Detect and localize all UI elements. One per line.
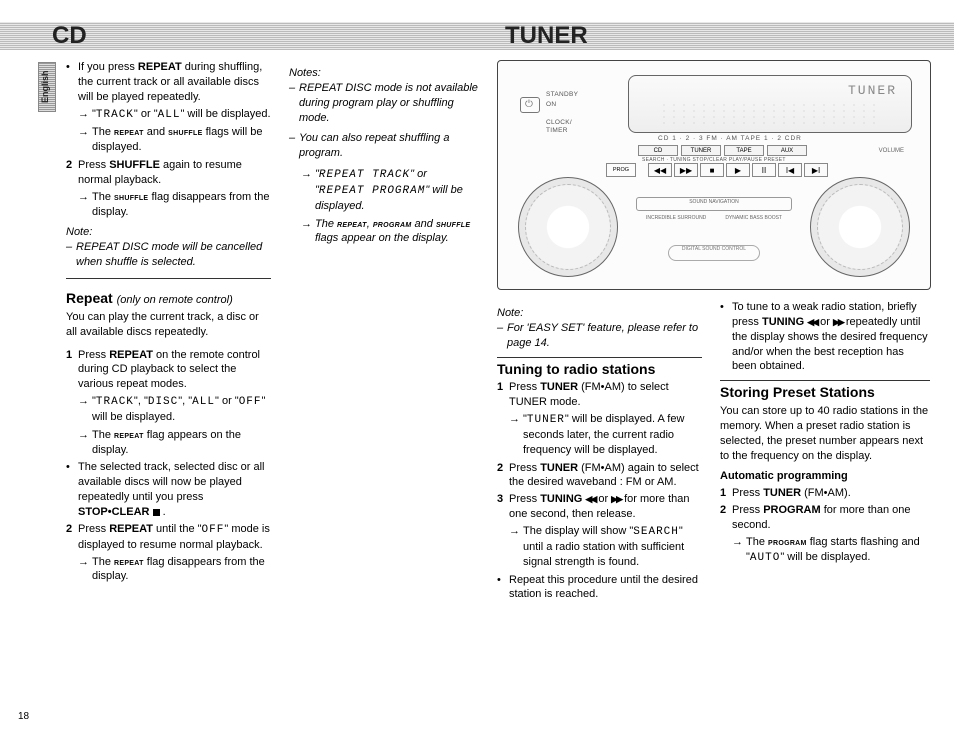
note-flags-appear: The repeat, program and shuffle flags ap… xyxy=(289,217,479,247)
weak-station-note: To tune to a weak radio station, briefly… xyxy=(720,300,930,374)
tuner-display: "TUNER" will be displayed. A few seconds… xyxy=(497,412,702,458)
tape-button: TAPE xyxy=(724,145,764,156)
storing-preset-intro: You can store up to 40 radio stations in… xyxy=(720,404,930,463)
sound-navigation-bar: SOUND NAVIGATION xyxy=(636,197,792,211)
repeat-heading: Repeat (only on remote control) xyxy=(66,285,271,308)
shuffle-display-track-all: "TRACK" or "ALL" will be displayed. xyxy=(66,107,271,123)
repeat-play-until-stop: The selected track, selected disc or all… xyxy=(66,460,271,519)
forward-icon: ▶▶ xyxy=(674,163,698,177)
column-2: Notes: REPEAT DISC mode is not available… xyxy=(289,60,479,717)
power-button-icon xyxy=(520,97,540,113)
note-label-3: Note: xyxy=(497,306,702,321)
repeat-step-1: 1Press REPEAT on the remote control duri… xyxy=(66,348,271,393)
column-3: Note: For 'EASY SET' feature, please ref… xyxy=(497,300,702,717)
standby-label: STANDBY xyxy=(546,91,578,100)
auto-programming-head: Automatic programming xyxy=(720,469,930,484)
dsc-bar: DIGITAL SOUND CONTROL xyxy=(668,245,760,261)
left-dial xyxy=(518,177,618,277)
display-spectrum xyxy=(659,102,881,124)
column-4: To tune to a weak radio station, briefly… xyxy=(720,300,930,717)
sound-nav-row: INCREDIBLE SURROUND DYNAMIC BASS BOOST xyxy=(646,215,782,222)
tuner-button: TUNER xyxy=(681,145,721,156)
tuning-step-3: 3Press TUNING or for more than one secon… xyxy=(497,492,702,522)
transport-buttons: ◀◀ ▶▶ ■ ▶ II I◀ ▶I xyxy=(648,163,828,177)
storing-preset-heading: Storing Preset Stations xyxy=(720,380,930,402)
band-labels: CD 1 · 2 · 3 FM · AM TAPE 1 · 2 CDR xyxy=(658,135,890,144)
note-label-1: Note: xyxy=(66,225,271,240)
on-label: ON xyxy=(546,101,556,110)
section-header-tuner: TUNER xyxy=(495,22,588,50)
tuning-step-2: 2Press TUNER (FM•AM) again to select the… xyxy=(497,461,702,491)
display-panel: TUNER xyxy=(628,75,912,133)
column-1: If you press REPEAT during shuffling, th… xyxy=(66,60,271,717)
repeat-tune-procedure: Repeat this procedure until the desired … xyxy=(497,573,702,603)
note-repeat-disc-na: REPEAT DISC mode is not available during… xyxy=(289,81,479,126)
right-dial xyxy=(810,177,910,277)
section-header-cd: CD xyxy=(42,22,87,50)
repeat-modes-display: "TRACK", "DISC", "ALL" or "OFF" will be … xyxy=(66,394,271,425)
notes-label: Notes: xyxy=(289,66,479,81)
auto-step-1: 1Press TUNER (FM•AM). xyxy=(720,486,930,501)
repeat-flag-gone: The repeat flag disappears from the disp… xyxy=(66,555,271,585)
repeat-step-2: 2Press REPEAT until the "OFF" mode is di… xyxy=(66,522,271,553)
pause-icon: II xyxy=(752,163,776,177)
auto-flag-display: The program flag starts flashing and "AU… xyxy=(720,535,930,566)
repeat-flag-appears: The repeat flag appears on the display. xyxy=(66,428,271,458)
next-icon: ▶I xyxy=(804,163,828,177)
source-buttons: CD TUNER TAPE AUX xyxy=(638,145,807,156)
note-repeat-shuffle-program: You can also repeat shuffling a program. xyxy=(289,131,479,161)
auto-step-2: 2Press PROGRAM for more than one second. xyxy=(720,503,930,533)
cd-button: CD xyxy=(638,145,678,156)
dynamic-bass-label: DYNAMIC BASS BOOST xyxy=(725,215,782,222)
language-tab: English xyxy=(38,62,56,112)
search-display: The display will show "SEARCH" until a r… xyxy=(497,524,702,570)
incredible-surround-label: INCREDIBLE SURROUND xyxy=(646,215,706,222)
note-repeat-track-program-display: "REPEAT TRACK" or "REPEAT PROGRAM" will … xyxy=(289,167,479,214)
stop-icon-btn: ■ xyxy=(700,163,724,177)
note-repeat-disc-cancel: REPEAT DISC mode will be cancelled when … xyxy=(66,240,271,270)
repeat-intro: You can play the current track, a disc o… xyxy=(66,310,271,340)
shuffle-flag-gone: The shuffle flag disappears from the dis… xyxy=(66,190,271,220)
timer-label: TIMER xyxy=(546,127,568,136)
rewind-icon: ◀◀ xyxy=(648,163,672,177)
display-text: TUNER xyxy=(848,82,897,100)
volume-label: VOLUME xyxy=(879,147,904,155)
stop-icon xyxy=(153,509,160,516)
page-number: 18 xyxy=(18,710,29,724)
play-icon: ▶ xyxy=(726,163,750,177)
shuffle-step-2: 2Press SHUFFLE again to resume normal pl… xyxy=(66,158,271,188)
right-block: STANDBY ON CLOCK/ TIMER TUNER CD 1 · 2 ·… xyxy=(497,60,931,717)
device-illustration: STANDBY ON CLOCK/ TIMER TUNER CD 1 · 2 ·… xyxy=(497,60,931,290)
note-easy-set: For 'EASY SET' feature, please refer to … xyxy=(497,321,702,351)
shuffle-flags-shown: The repeat and shuffle flags will be dis… xyxy=(66,125,271,155)
content-columns: If you press REPEAT during shuffling, th… xyxy=(66,60,930,717)
tuning-heading: Tuning to radio stations xyxy=(497,357,702,379)
prev-icon: I◀ xyxy=(778,163,802,177)
shuffle-repeat-note: If you press REPEAT during shuffling, th… xyxy=(66,60,271,105)
prog-button: PROG xyxy=(606,163,636,177)
aux-button: AUX xyxy=(767,145,807,156)
tuning-step-1: 1Press TUNER (FM•AM) to select TUNER mod… xyxy=(497,380,702,410)
